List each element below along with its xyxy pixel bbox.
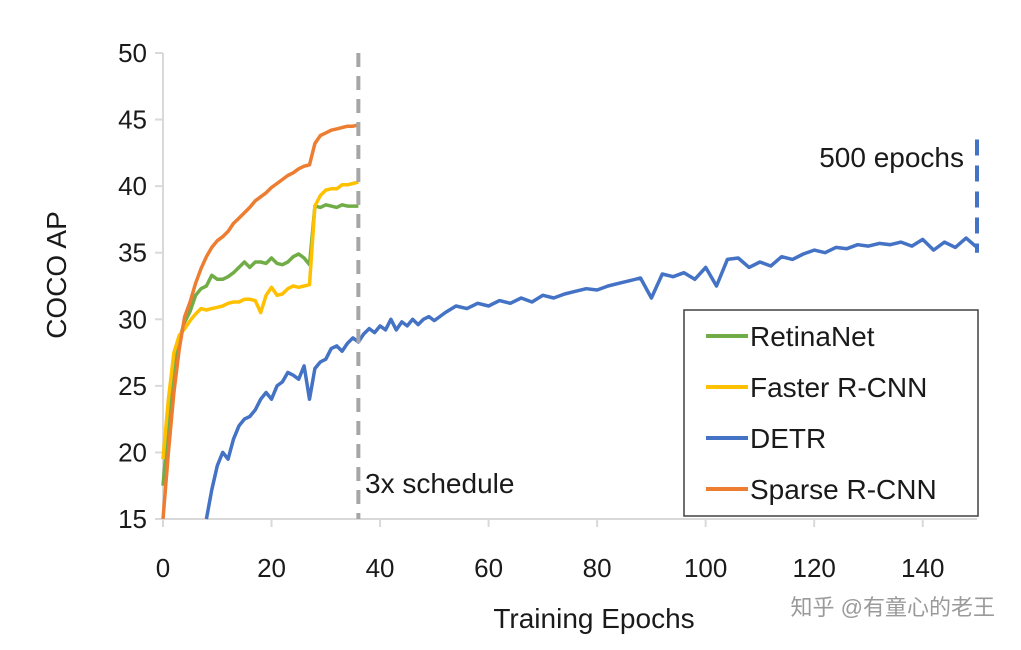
x-tick-label: 0 — [156, 553, 170, 583]
y-tick-label: 20 — [118, 437, 147, 467]
x-tick-label: 100 — [684, 553, 727, 583]
y-tick-label: 40 — [118, 171, 147, 201]
y-tick-label: 25 — [118, 371, 147, 401]
x-tick-label: 40 — [366, 553, 395, 583]
legend-box — [683, 309, 979, 517]
y-axis-ticks: 15 20 25 30 35 40 45 50 — [118, 38, 163, 534]
legend-label-faster-r-cnn: Faster R-CNN — [750, 372, 927, 403]
x-axis-ticks: 0 20 40 60 80 100 120 140 — [156, 519, 944, 583]
y-axis-title: COCO AP — [41, 211, 72, 339]
series-line-faster-r-cnn — [161, 180, 359, 460]
legend-label-detr: DETR — [750, 423, 826, 454]
x-tick-label: 120 — [793, 553, 836, 583]
legend-label-retinanet: RetinaNet — [750, 321, 875, 352]
legend-label-sparse-r-cnn: Sparse R-CNN — [750, 474, 937, 505]
3x-schedule-label: 3x schedule — [365, 468, 514, 499]
watermark: 知乎 @有童心的老王 — [791, 595, 995, 620]
series-line-sparse-r-cnn — [161, 123, 359, 520]
series-lines — [161, 123, 979, 520]
y-tick-label: 30 — [118, 304, 147, 334]
y-tick-label: 50 — [118, 38, 147, 68]
series-line-retinanet — [161, 203, 359, 486]
y-tick-label: 35 — [118, 238, 147, 268]
y-tick-label: 15 — [118, 504, 147, 534]
x-tick-label: 140 — [901, 553, 944, 583]
x-tick-label: 60 — [474, 553, 503, 583]
series-line-detr — [204, 236, 979, 520]
x-tick-label: 20 — [257, 553, 286, 583]
x-axis-title: Training Epochs — [493, 603, 694, 634]
500-epochs-label: 500 epochs — [819, 142, 964, 173]
y-tick-label: 45 — [118, 105, 147, 135]
legend: RetinaNet Faster R-CNN DETR Sparse R-CNN — [683, 309, 979, 517]
x-tick-label: 80 — [583, 553, 612, 583]
